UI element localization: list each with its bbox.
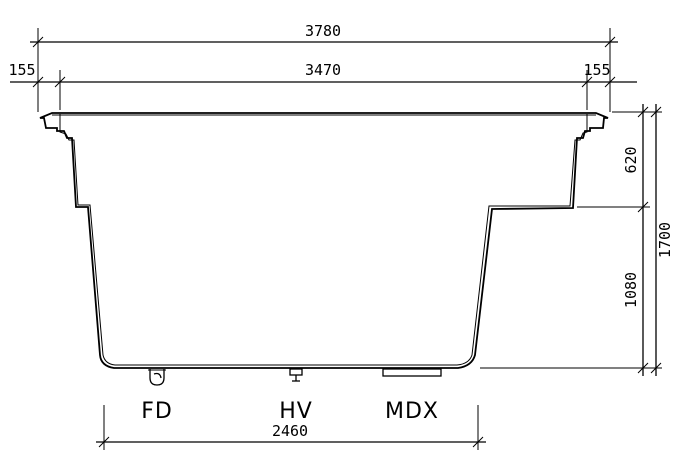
mdx-label: MDX	[385, 399, 439, 424]
tank-body	[39, 112, 609, 369]
dimension-3780-label: 3780	[305, 22, 341, 40]
dimension-vertical-stack: 620 1080 1700	[480, 104, 674, 376]
fd-label: FD	[141, 399, 173, 424]
dimension-155-left-label: 155	[8, 61, 35, 79]
tank-outer-outline	[39, 112, 609, 369]
tank-inner-outline	[59, 114, 588, 366]
dimension-overall-width: 3780	[30, 22, 618, 112]
dimension-155-right-label: 155	[583, 61, 610, 79]
hydro-valve-fitting	[289, 368, 303, 382]
mdx-fitting	[382, 368, 442, 377]
dimension-620-label: 620	[622, 146, 640, 173]
dimension-bottom-span: 2460	[96, 405, 486, 450]
floor-drain-fitting	[148, 369, 166, 386]
dimension-2460-label: 2460	[272, 422, 308, 440]
dimension-3470-label: 3470	[305, 61, 341, 79]
dimension-1080-label: 1080	[622, 272, 640, 308]
dimension-inner-width: 155 3470 155	[8, 61, 637, 110]
dimension-1700-label: 1700	[656, 222, 674, 258]
hv-label: HV	[279, 399, 313, 424]
